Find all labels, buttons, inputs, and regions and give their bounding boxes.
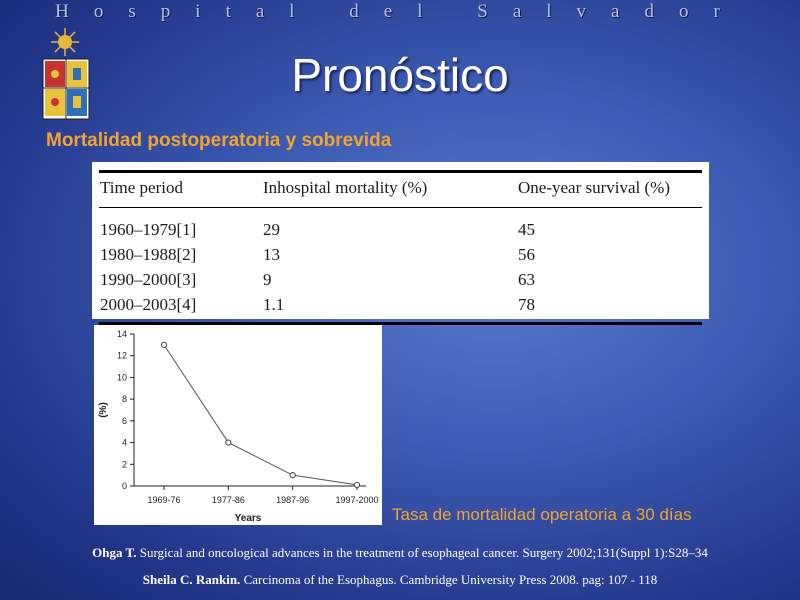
cell-mortality: 13 [263,244,280,264]
cell-mortality: 1.1 [263,294,285,314]
table-row: 1990–2000[3] 9 63 [99,267,702,292]
y-tick-label: 6 [122,416,127,426]
data-point [289,472,296,479]
y-tick-label: 8 [122,394,127,404]
slide-title: Pronóstico [291,49,509,101]
cell-time-period: 1960–1979[1] [100,219,197,239]
slide-subtitle: Mortalidad postoperatoria y sobrevida [46,130,392,151]
y-tick-label: 10 [117,372,127,382]
x-tick-label: 1969-76 [147,495,180,505]
cell-mortality: 9 [263,269,272,289]
table-row: 1980–1988[2] 13 56 [99,242,702,267]
cell-time-period: 1990–2000[3] [100,269,197,289]
cell-time-period: 1980–1988[2] [100,244,197,264]
mortality-line-chart: 0 2 4 6 8 10 12 14 1969-76 1977-86 1987-96 1997-200… [98,329,379,524]
cell-survival: 45 [518,219,535,239]
cell-survival: 63 [518,269,535,289]
reference-1-text: Surgical and oncological advances in the… [136,545,708,560]
data-point [225,439,232,446]
reference-2: Sheila C. Rankin. Carcinoma of the Esoph… [0,572,800,588]
cell-survival: 56 [518,244,535,264]
x-axis-title: Years [235,513,262,524]
y-tick-label: 14 [117,329,127,339]
cell-survival: 78 [518,294,535,314]
table-row: 1960–1979[1] 29 45 [99,208,702,243]
header-inhospital-mortality: Inhospital mortality (%) [263,178,428,197]
table-header-row: Time period Inhospital mortality (%) One… [99,171,702,208]
y-tick-label: 0 [122,481,127,491]
mortality-chart-panel: 0 2 4 6 8 10 12 14 1969-76 1977-86 1987-96 1997-200… [94,325,382,525]
y-tick-label: 2 [122,459,127,469]
mortality-survival-table-panel: Time period Inhospital mortality (%) One… [92,162,709,324]
x-tick-label: 1997-2000 [335,495,378,505]
y-tick-label: 12 [117,351,127,361]
x-tick-label: 1987-96 [276,495,309,505]
table-row: 2000–2003[4] 1.1 78 [99,292,702,324]
reference-2-author: Sheila C. Rankin. [142,572,241,587]
data-point [353,481,361,489]
sun-emblem-icon [51,28,79,56]
y-tick-label: 4 [122,438,127,448]
x-tick-label: 1977-86 [212,495,245,505]
mortality-survival-table: Time period Inhospital mortality (%) One… [99,170,702,325]
y-axis-title: (%) [98,402,109,418]
reference-2-text: Carcinoma of the Esophagus. Cambridge Un… [240,572,658,587]
reference-1: Ohga T. Surgical and oncological advance… [0,545,800,560]
series-line [163,344,358,486]
university-crest-logo [42,28,90,120]
chart-caption: Tasa de mortalidad operatoria a 30 días [392,505,692,524]
header-time-period: Time period [100,178,183,197]
reference-1-author: Ohga T. [92,545,137,560]
cell-mortality: 29 [263,219,280,239]
hospital-banner: Hospital del Salvador [55,1,745,22]
data-point [160,341,168,348]
header-one-year-survival: One-year survival (%) [518,178,670,197]
cell-time-period: 2000–2003[4] [100,294,197,314]
